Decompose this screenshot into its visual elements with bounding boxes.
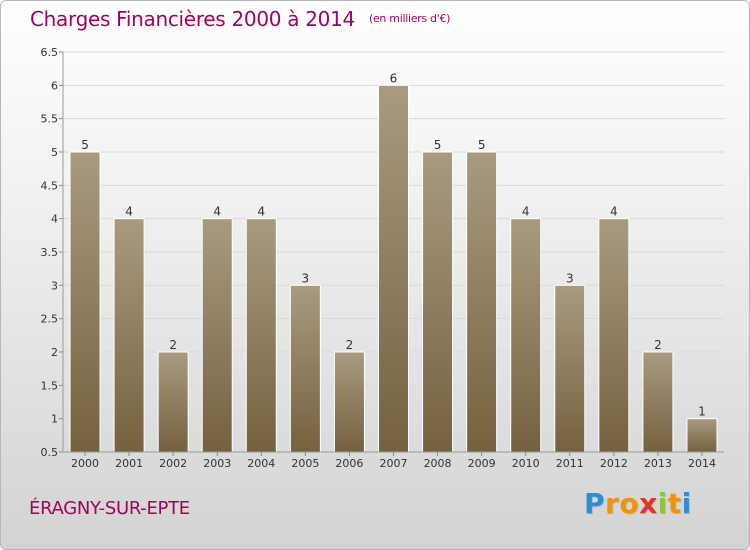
logo-letter: r — [605, 487, 620, 520]
bar-value-label: 4 — [125, 205, 133, 219]
bar — [598, 218, 630, 453]
bar-value-label: 1 — [698, 405, 706, 419]
x-tick-label: 2011 — [556, 457, 584, 470]
y-tick-label: 5.5 — [41, 113, 59, 126]
bar-value-label: 3 — [302, 271, 310, 285]
bar — [69, 151, 101, 453]
bar — [510, 218, 542, 453]
bar-value-label: 5 — [81, 138, 89, 152]
bar-value-label: 5 — [434, 138, 442, 152]
y-axis: 0.5 1 1.5 2 2.5 3 3.5 4 4.5 5 5.5 6 6.5 — [41, 46, 64, 459]
bar-value-label: 2 — [654, 338, 662, 352]
bar-value-label: 4 — [213, 205, 221, 219]
y-tick-label: 0.5 — [41, 446, 59, 459]
bar-value-label: 5 — [478, 138, 486, 152]
x-tick-label: 2003 — [203, 457, 231, 470]
y-tick-label: 1.5 — [41, 379, 59, 392]
y-tick-label: 4.5 — [41, 179, 59, 192]
x-tick-label: 2000 — [71, 457, 99, 470]
chart-title: Charges Financières 2000 à 2014 (en milli… — [30, 7, 450, 31]
bar — [157, 351, 189, 453]
logo-letter: x — [639, 487, 658, 520]
logo-letter: o — [619, 487, 640, 520]
proxiti-logo[interactable]: Proxiti — [584, 487, 692, 520]
logo-letter: i — [657, 487, 668, 520]
bar-value-label: 2 — [169, 338, 177, 352]
x-tick-label: 2006 — [335, 457, 363, 470]
bar — [686, 418, 718, 453]
x-tick-label: 2009 — [468, 457, 496, 470]
y-tick-label: 1 — [51, 413, 58, 426]
bar — [554, 284, 586, 453]
y-tick-label: 4 — [51, 213, 58, 226]
y-tick-label: 2 — [51, 346, 58, 359]
logo-letter: P — [584, 487, 606, 520]
bar — [333, 351, 365, 453]
x-tick-label: 2012 — [600, 457, 628, 470]
bars: 5 4 2 4 4 3 2 6 5 5 4 3 4 2 1 — [69, 71, 718, 453]
y-tick-label: 3 — [51, 279, 58, 292]
y-tick-label: 6.5 — [41, 46, 59, 59]
chart-title-text: Charges Financières 2000 à 2014 — [30, 7, 355, 31]
y-tick-label: 5 — [51, 146, 58, 159]
y-tick-label: 6 — [51, 79, 58, 92]
y-tick-label: 3.5 — [41, 246, 59, 259]
bar — [466, 151, 498, 453]
x-tick-label: 2007 — [380, 457, 408, 470]
x-tick-label: 2014 — [688, 457, 716, 470]
bar — [245, 218, 277, 453]
bar — [642, 351, 674, 453]
chart-subtitle: (en milliers d'€) — [368, 12, 451, 25]
x-tick-label: 2010 — [512, 457, 540, 470]
bar — [113, 218, 145, 453]
logo-letter: t — [667, 487, 682, 520]
bar — [201, 218, 233, 453]
x-tick-label: 2008 — [424, 457, 452, 470]
x-axis: 2000 2001 2002 2003 2004 2005 2006 2007 2008 2009… — [63, 451, 724, 470]
bar-value-label: 4 — [257, 205, 265, 219]
bar — [289, 284, 321, 453]
bar-value-label: 6 — [390, 71, 398, 85]
x-tick-label: 2013 — [644, 457, 672, 470]
bar-value-label: 3 — [566, 271, 574, 285]
bar-value-label: 2 — [346, 338, 354, 352]
logo-letter: i — [681, 487, 692, 520]
x-tick-label: 2001 — [115, 457, 143, 470]
y-tick-label: 2.5 — [41, 313, 59, 326]
bar — [422, 151, 454, 453]
x-tick-label: 2002 — [159, 457, 187, 470]
bar — [378, 84, 409, 453]
x-tick-label: 2005 — [291, 457, 319, 470]
x-tick-label: 2004 — [247, 457, 275, 470]
place-name: ÉRAGNY-SUR-EPTE — [29, 498, 190, 519]
bar-value-label: 4 — [522, 205, 530, 219]
bar-value-label: 4 — [610, 205, 618, 219]
